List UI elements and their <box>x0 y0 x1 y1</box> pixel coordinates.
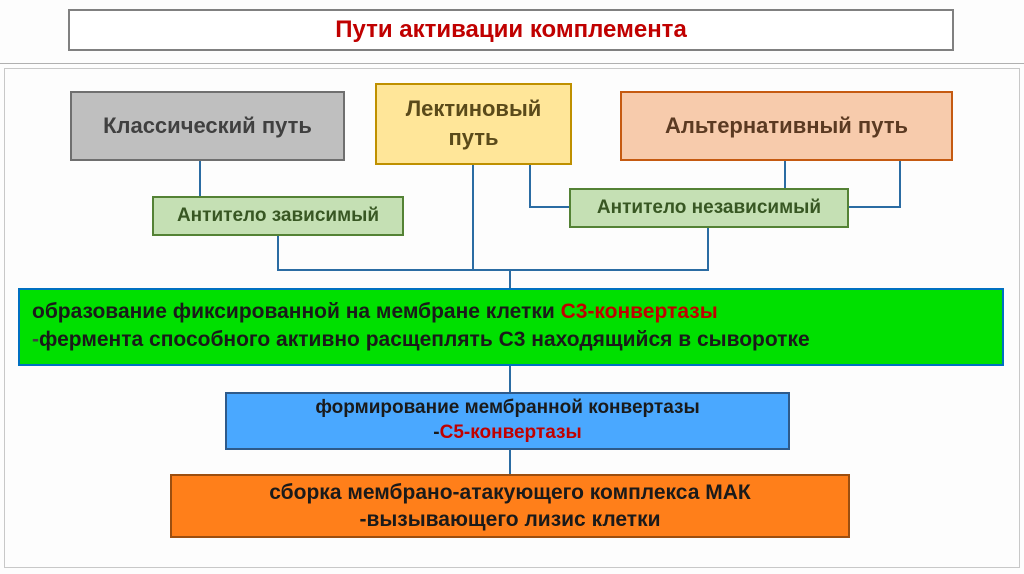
divider-line <box>0 63 1024 64</box>
classical-pathway-box: Классический путь <box>70 91 345 161</box>
mac-box: сборка мембрано-атакующего комплекса МАК… <box>170 474 850 538</box>
antibody-independent-box: Антитело независимый <box>569 188 849 228</box>
classical-pathway-label: Классический путь <box>103 112 312 141</box>
c5-line1: формирование мембранной конвертазы <box>315 396 699 421</box>
lectin-pathway-label: Лектиновый путь <box>383 95 564 152</box>
antibody-independent-label: Антитело независимый <box>597 197 821 219</box>
lectin-pathway-box: Лектиновый путь <box>375 83 572 165</box>
diagram-canvas: Пути активации комплемента Классический … <box>0 0 1024 574</box>
mac-line2: -вызывающего лизис клетки <box>359 506 660 533</box>
c3-line2: -фермента способного активно расщеплять … <box>32 326 990 354</box>
title-box: Пути активации комплемента <box>68 9 954 51</box>
c3-accent: C3-конвертазы <box>561 300 718 323</box>
antibody-dependent-box: Антитело зависимый <box>152 196 404 236</box>
mac-line1: сборка мембрано-атакующего комплекса МАК <box>269 479 750 506</box>
alternative-pathway-label: Альтернативный путь <box>665 112 908 141</box>
c3-line1: образование фиксированной на мембране кл… <box>32 298 990 326</box>
antibody-dependent-label: Антитело зависимый <box>177 205 379 227</box>
c5-convertase-box: формирование мембранной конвертазы -С5-к… <box>225 392 790 450</box>
alternative-pathway-box: Альтернативный путь <box>620 91 953 161</box>
c5-line2: -С5-конвертазы <box>433 421 581 446</box>
c3-convertase-box: образование фиксированной на мембране кл… <box>18 288 1004 366</box>
title-text: Пути активации комплемента <box>335 16 687 44</box>
